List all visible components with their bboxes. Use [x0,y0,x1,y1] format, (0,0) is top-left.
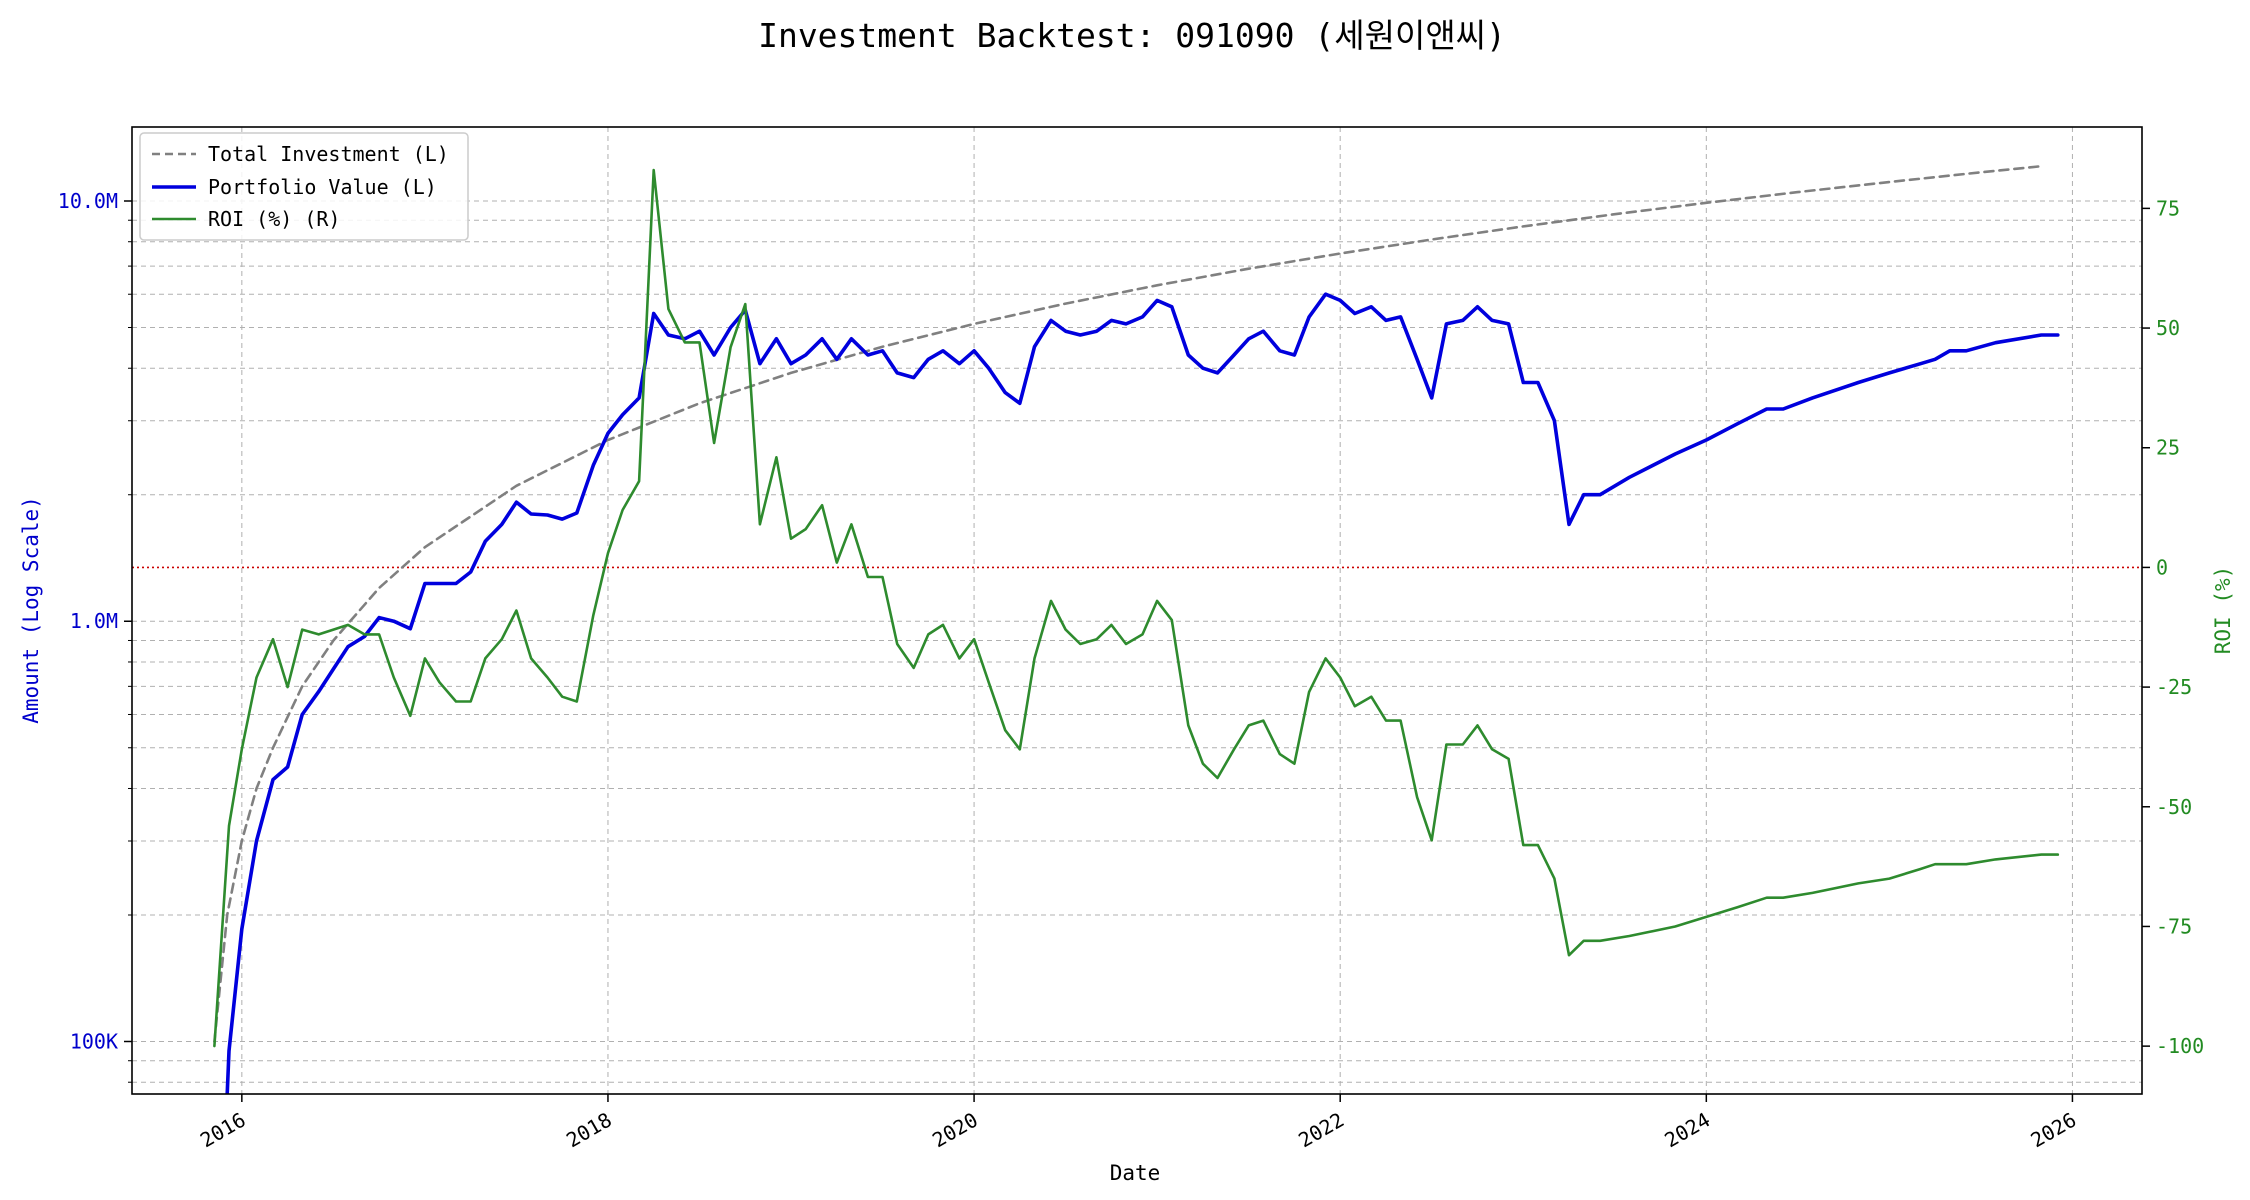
y-right-tick-label: 0 [2156,555,2168,579]
y-right-tick-label: -75 [2156,914,2192,938]
series-layer [213,164,2060,1094]
legend-box [139,132,469,241]
series-portfolio-value-line [225,292,2060,1094]
legend-label-roi: ROI (%) (R) [208,207,340,231]
y-right-tick-label: -100 [2156,1034,2204,1058]
x-axis-label: Date [1110,1161,1161,1185]
y-left-axis-label: Amount (Log Scale) [19,496,43,724]
y-right-tick-label: 75 [2156,196,2180,220]
y-right-axis-label: ROI (%) [2211,566,2235,655]
plot-frame [131,126,2143,1095]
y-right-tick-label: 25 [2156,436,2180,460]
legend: Total Investment (L) Portfolio Value (L)… [139,132,469,241]
y-left-axis: 100K 1.0M 10.0M [58,189,132,1083]
y-left-tick-label: 100K [70,1029,118,1053]
series-total-investment-line [213,164,2043,1043]
y-right-tick-label: 50 [2156,316,2180,340]
y-left-tick-label: 10.0M [58,189,118,213]
y-right-axis: -100 -75 -50 -25 0 25 50 75 [2142,196,2204,1058]
y-right-tick-label: -50 [2156,795,2192,819]
y-right-tick-label: -25 [2156,675,2192,699]
series-roi-line [213,168,2060,1048]
chart-title: Investment Backtest: 091090 (세원이앤씨) [758,16,1506,55]
y-left-tick-label: 1.0M [70,609,118,633]
legend-label-total-investment: Total Investment (L) [208,142,449,166]
grid-layer [132,127,2142,1094]
legend-label-portfolio-value: Portfolio Value (L) [208,175,437,199]
